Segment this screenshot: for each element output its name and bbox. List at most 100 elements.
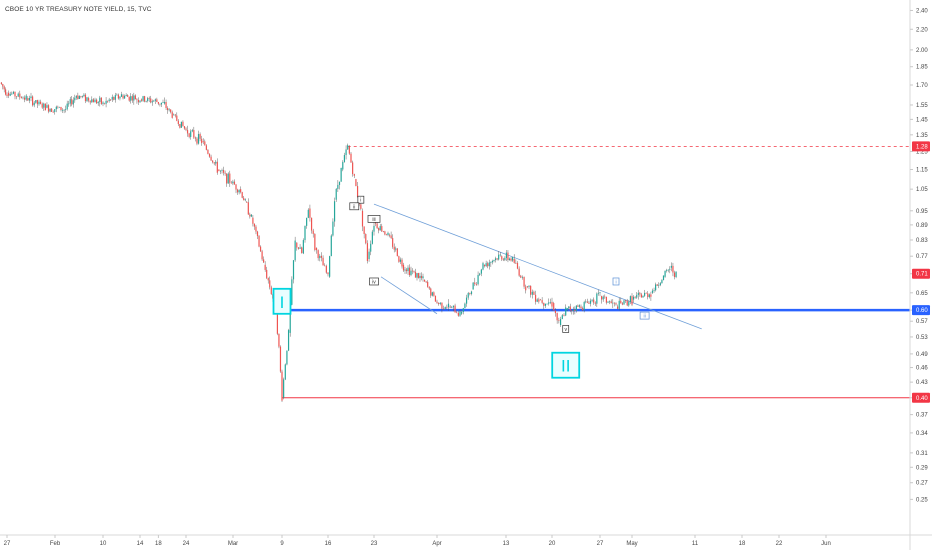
candle-body — [25, 95, 27, 100]
candle-body — [662, 275, 665, 281]
candle-body — [151, 101, 153, 103]
candle-body — [352, 162, 354, 175]
x-tick-label: 27 — [4, 541, 11, 547]
candle-body — [413, 271, 415, 272]
candle-body — [373, 225, 375, 232]
candle-body — [337, 184, 339, 189]
candle-body — [651, 290, 654, 293]
candle-body — [310, 217, 313, 231]
trendline — [380, 276, 438, 315]
candle-body — [233, 181, 236, 185]
candle-body — [9, 93, 11, 96]
candle-body — [153, 100, 155, 102]
candle-body — [449, 306, 451, 308]
candle-body — [269, 280, 271, 288]
candle-body — [588, 302, 590, 304]
candle-body — [281, 371, 283, 401]
candle-body — [38, 101, 40, 105]
candle-body — [498, 254, 500, 260]
candle-body — [604, 296, 606, 298]
subwave-label-box — [357, 195, 365, 204]
y-tick-label: 0.25 — [916, 497, 928, 503]
candle-body — [20, 97, 22, 99]
candle-body — [137, 99, 140, 103]
candle-body — [235, 184, 237, 190]
candle-body — [127, 95, 129, 97]
candle-body — [632, 296, 635, 300]
candle-body — [637, 292, 639, 296]
candle-body — [286, 350, 288, 365]
candle-body — [521, 276, 524, 278]
candle-body — [656, 284, 658, 286]
candle-body — [167, 108, 169, 111]
candle-body — [459, 311, 461, 316]
candle-body — [580, 306, 582, 309]
candle-body — [330, 235, 332, 257]
candle-body — [322, 257, 324, 266]
candle-body — [16, 96, 18, 98]
candle-body — [196, 138, 198, 144]
candle-body — [188, 133, 190, 137]
candle-body — [408, 267, 411, 276]
x-tick-label: 27 — [597, 541, 604, 547]
candle-body — [81, 96, 84, 97]
candle-body — [287, 330, 290, 351]
price-label-box — [912, 392, 930, 403]
candle-body — [507, 252, 509, 260]
candle-body — [150, 98, 152, 103]
candle-body — [219, 170, 222, 172]
candle-body — [110, 99, 112, 101]
candle-body — [44, 103, 46, 111]
x-tick-label: Mar — [228, 541, 238, 547]
candle-body — [247, 202, 249, 215]
candle-body — [648, 294, 650, 298]
candle-body — [8, 92, 10, 96]
candle-body — [438, 303, 440, 305]
candle-body — [105, 100, 107, 104]
candle-body — [401, 259, 403, 267]
candle-body — [241, 192, 243, 198]
candle-body — [583, 301, 585, 311]
x-tick-label: 22 — [776, 541, 783, 547]
y-tick-label: 1.15 — [916, 167, 928, 173]
candle-body — [147, 98, 149, 101]
candle-body — [216, 161, 218, 173]
candle-body — [585, 301, 587, 303]
candle-body — [488, 262, 490, 267]
candle-body — [255, 226, 257, 232]
candle-body — [204, 141, 206, 146]
candle-body — [430, 288, 432, 296]
candle-body — [374, 222, 377, 224]
candle-body — [666, 270, 668, 271]
candle-body — [14, 91, 16, 97]
candle-body — [190, 131, 192, 137]
candle-body — [417, 273, 420, 278]
candle-body — [75, 96, 77, 98]
candle-body — [270, 287, 272, 295]
candle-body — [510, 258, 512, 261]
candle-body — [596, 293, 598, 304]
candle-body — [47, 105, 50, 112]
subwave-label-box — [349, 202, 360, 211]
candle-body — [534, 294, 537, 302]
candle-body — [68, 103, 70, 105]
candle-body — [96, 99, 98, 104]
candle-body — [327, 272, 329, 275]
candle-body — [558, 320, 560, 322]
candle-body — [392, 238, 394, 247]
candle-body — [86, 97, 88, 102]
candle-body — [249, 214, 251, 217]
candle-body — [35, 100, 37, 103]
candle-body — [324, 265, 326, 267]
candle-body — [472, 282, 474, 290]
candle-body — [88, 98, 90, 101]
candle-body — [114, 95, 116, 100]
candle-body — [617, 306, 619, 309]
chart-title: CBOE 10 YR TREASURY NOTE YIELD, 15, TVC — [5, 6, 152, 13]
candle-body — [193, 130, 195, 138]
candle-body — [515, 262, 517, 264]
candle-body — [355, 179, 357, 187]
candle-body — [669, 268, 671, 270]
